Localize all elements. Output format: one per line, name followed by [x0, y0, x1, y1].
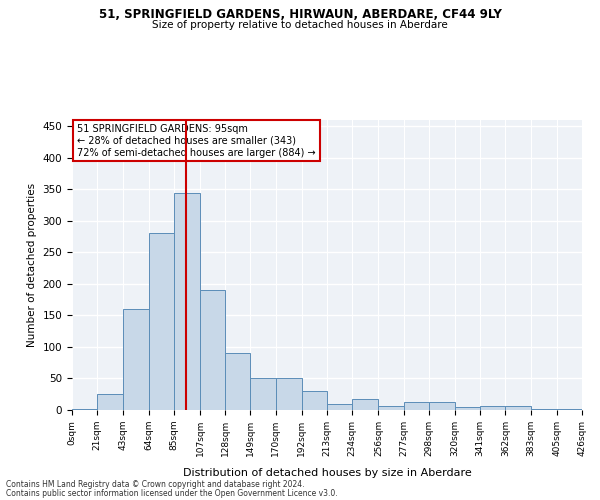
Y-axis label: Number of detached properties: Number of detached properties: [27, 183, 37, 347]
Bar: [429, 402, 455, 410]
Bar: [404, 402, 429, 410]
Bar: [97, 394, 124, 410]
Bar: [557, 408, 582, 410]
Text: 51 SPRINGFIELD GARDENS: 95sqm
← 28% of detached houses are smaller (343)
72% of : 51 SPRINGFIELD GARDENS: 95sqm ← 28% of d…: [77, 124, 316, 158]
Text: Contains HM Land Registry data © Crown copyright and database right 2024.: Contains HM Land Registry data © Crown c…: [6, 480, 305, 489]
Text: Contains public sector information licensed under the Open Government Licence v3: Contains public sector information licen…: [6, 488, 338, 498]
Bar: [174, 192, 200, 410]
Bar: [302, 391, 327, 410]
Bar: [200, 290, 225, 410]
Text: Distribution of detached houses by size in Aberdare: Distribution of detached houses by size …: [182, 468, 472, 477]
Bar: [250, 378, 275, 410]
Bar: [225, 354, 250, 410]
Bar: [327, 404, 352, 410]
Bar: [455, 408, 480, 410]
Bar: [379, 406, 404, 410]
Bar: [149, 234, 174, 410]
Bar: [480, 406, 505, 410]
Bar: [352, 398, 379, 410]
Bar: [275, 378, 302, 410]
Bar: [124, 309, 149, 410]
Bar: [72, 408, 97, 410]
Text: 51, SPRINGFIELD GARDENS, HIRWAUN, ABERDARE, CF44 9LY: 51, SPRINGFIELD GARDENS, HIRWAUN, ABERDA…: [98, 8, 502, 20]
Text: Size of property relative to detached houses in Aberdare: Size of property relative to detached ho…: [152, 20, 448, 30]
Bar: [505, 406, 530, 410]
